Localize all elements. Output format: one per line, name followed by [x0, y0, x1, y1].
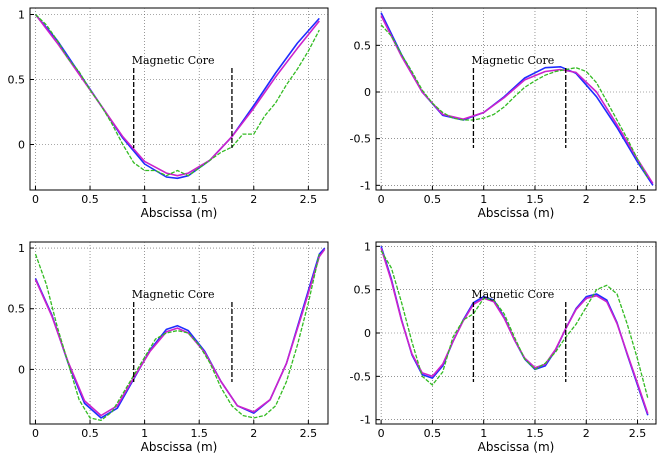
x-axis-label: Abscissa (m)	[478, 206, 555, 220]
panel-1: 0 0.5 1 1.5 2 2.5 0 0.5 1 Magnetic Core Abscissa (…	[8, 7, 329, 220]
x-axis-label: Abscissa (m)	[141, 206, 218, 220]
x-tick-label: 0	[32, 193, 39, 206]
x-tick-label: 0.5	[424, 193, 442, 206]
series-line-3	[380, 250, 649, 399]
x-tick-label: 1	[480, 193, 487, 206]
series-line-2	[34, 14, 320, 177]
x-tick-label: 0	[32, 427, 39, 440]
x-tick-label: 2	[583, 193, 590, 206]
magnetic-core-label: Magnetic Core	[132, 54, 215, 67]
x-tick-label: 2	[250, 193, 257, 206]
y-tick-label: 1	[18, 9, 25, 22]
y-tick-label: -0.5	[350, 133, 371, 146]
x-tick-label: 0	[378, 193, 385, 206]
magnetic-core-label: Magnetic Core	[471, 54, 554, 67]
x-tick-label: 0.5	[424, 427, 442, 440]
y-tick-label: 0.5	[354, 39, 372, 52]
x-tick-label: 1.5	[190, 193, 208, 206]
x-axis-label: Abscissa (m)	[478, 440, 555, 454]
magnetic-core-label: Magnetic Core	[471, 288, 554, 301]
plot-frame	[29, 7, 329, 191]
plot-frame	[29, 241, 329, 425]
x-tick-label: 1	[141, 427, 148, 440]
y-tick-label: 0.5	[8, 303, 26, 316]
x-tick-label: 0.5	[81, 193, 99, 206]
plot-frame	[375, 241, 657, 425]
x-tick-label: 1	[480, 427, 487, 440]
x-tick-label: 1	[141, 193, 148, 206]
panel-3: 0 0.5 1 1.5 2 2.5 0 0.5 1 Magnetic Core Abscissa (…	[8, 241, 329, 454]
panel-4: 0 0.5 1 1.5 2 2.5 -1 -0.5 0 0.5 1 Magnetic Core Absc…	[350, 240, 657, 454]
magnetic-core-label: Magnetic Core	[132, 288, 215, 301]
y-tick-label: 1	[18, 242, 25, 255]
y-tick-label: -1	[360, 179, 371, 192]
y-tick-label: 0	[364, 86, 371, 99]
y-tick-label: 0.5	[354, 284, 372, 297]
y-tick-label: 0	[18, 363, 25, 376]
x-tick-label: 2	[583, 427, 590, 440]
y-tick-label: 0.5	[8, 74, 26, 87]
plot-frame	[375, 7, 657, 191]
y-tick-label: 0	[364, 327, 371, 340]
y-tick-label: 1	[364, 240, 371, 253]
x-tick-label: 2.5	[629, 427, 647, 440]
panel-2: 0 0.5 1 1.5 2 2.5 -1 -0.5 0 0.5 Magnetic Core Absci…	[350, 7, 657, 220]
x-tick-label: 2.5	[300, 193, 318, 206]
series-line-3	[35, 14, 320, 177]
x-tick-label: 1.5	[190, 427, 208, 440]
y-tick-label: -0.5	[350, 370, 371, 383]
x-tick-label: 0.5	[81, 427, 99, 440]
y-tick-label: 0	[18, 139, 25, 152]
series-line-3	[380, 24, 649, 179]
x-tick-label: 2.5	[629, 193, 647, 206]
y-tick-label: -1	[360, 414, 371, 427]
x-tick-label: 0	[378, 427, 385, 440]
series-line-2	[34, 248, 326, 417]
series-line-2	[380, 247, 649, 414]
x-tick-label: 2.5	[300, 427, 318, 440]
x-axis-label: Abscissa (m)	[141, 440, 218, 454]
x-tick-label: 2	[250, 427, 257, 440]
x-tick-label: 1.5	[526, 427, 544, 440]
x-tick-label: 1.5	[526, 193, 544, 206]
